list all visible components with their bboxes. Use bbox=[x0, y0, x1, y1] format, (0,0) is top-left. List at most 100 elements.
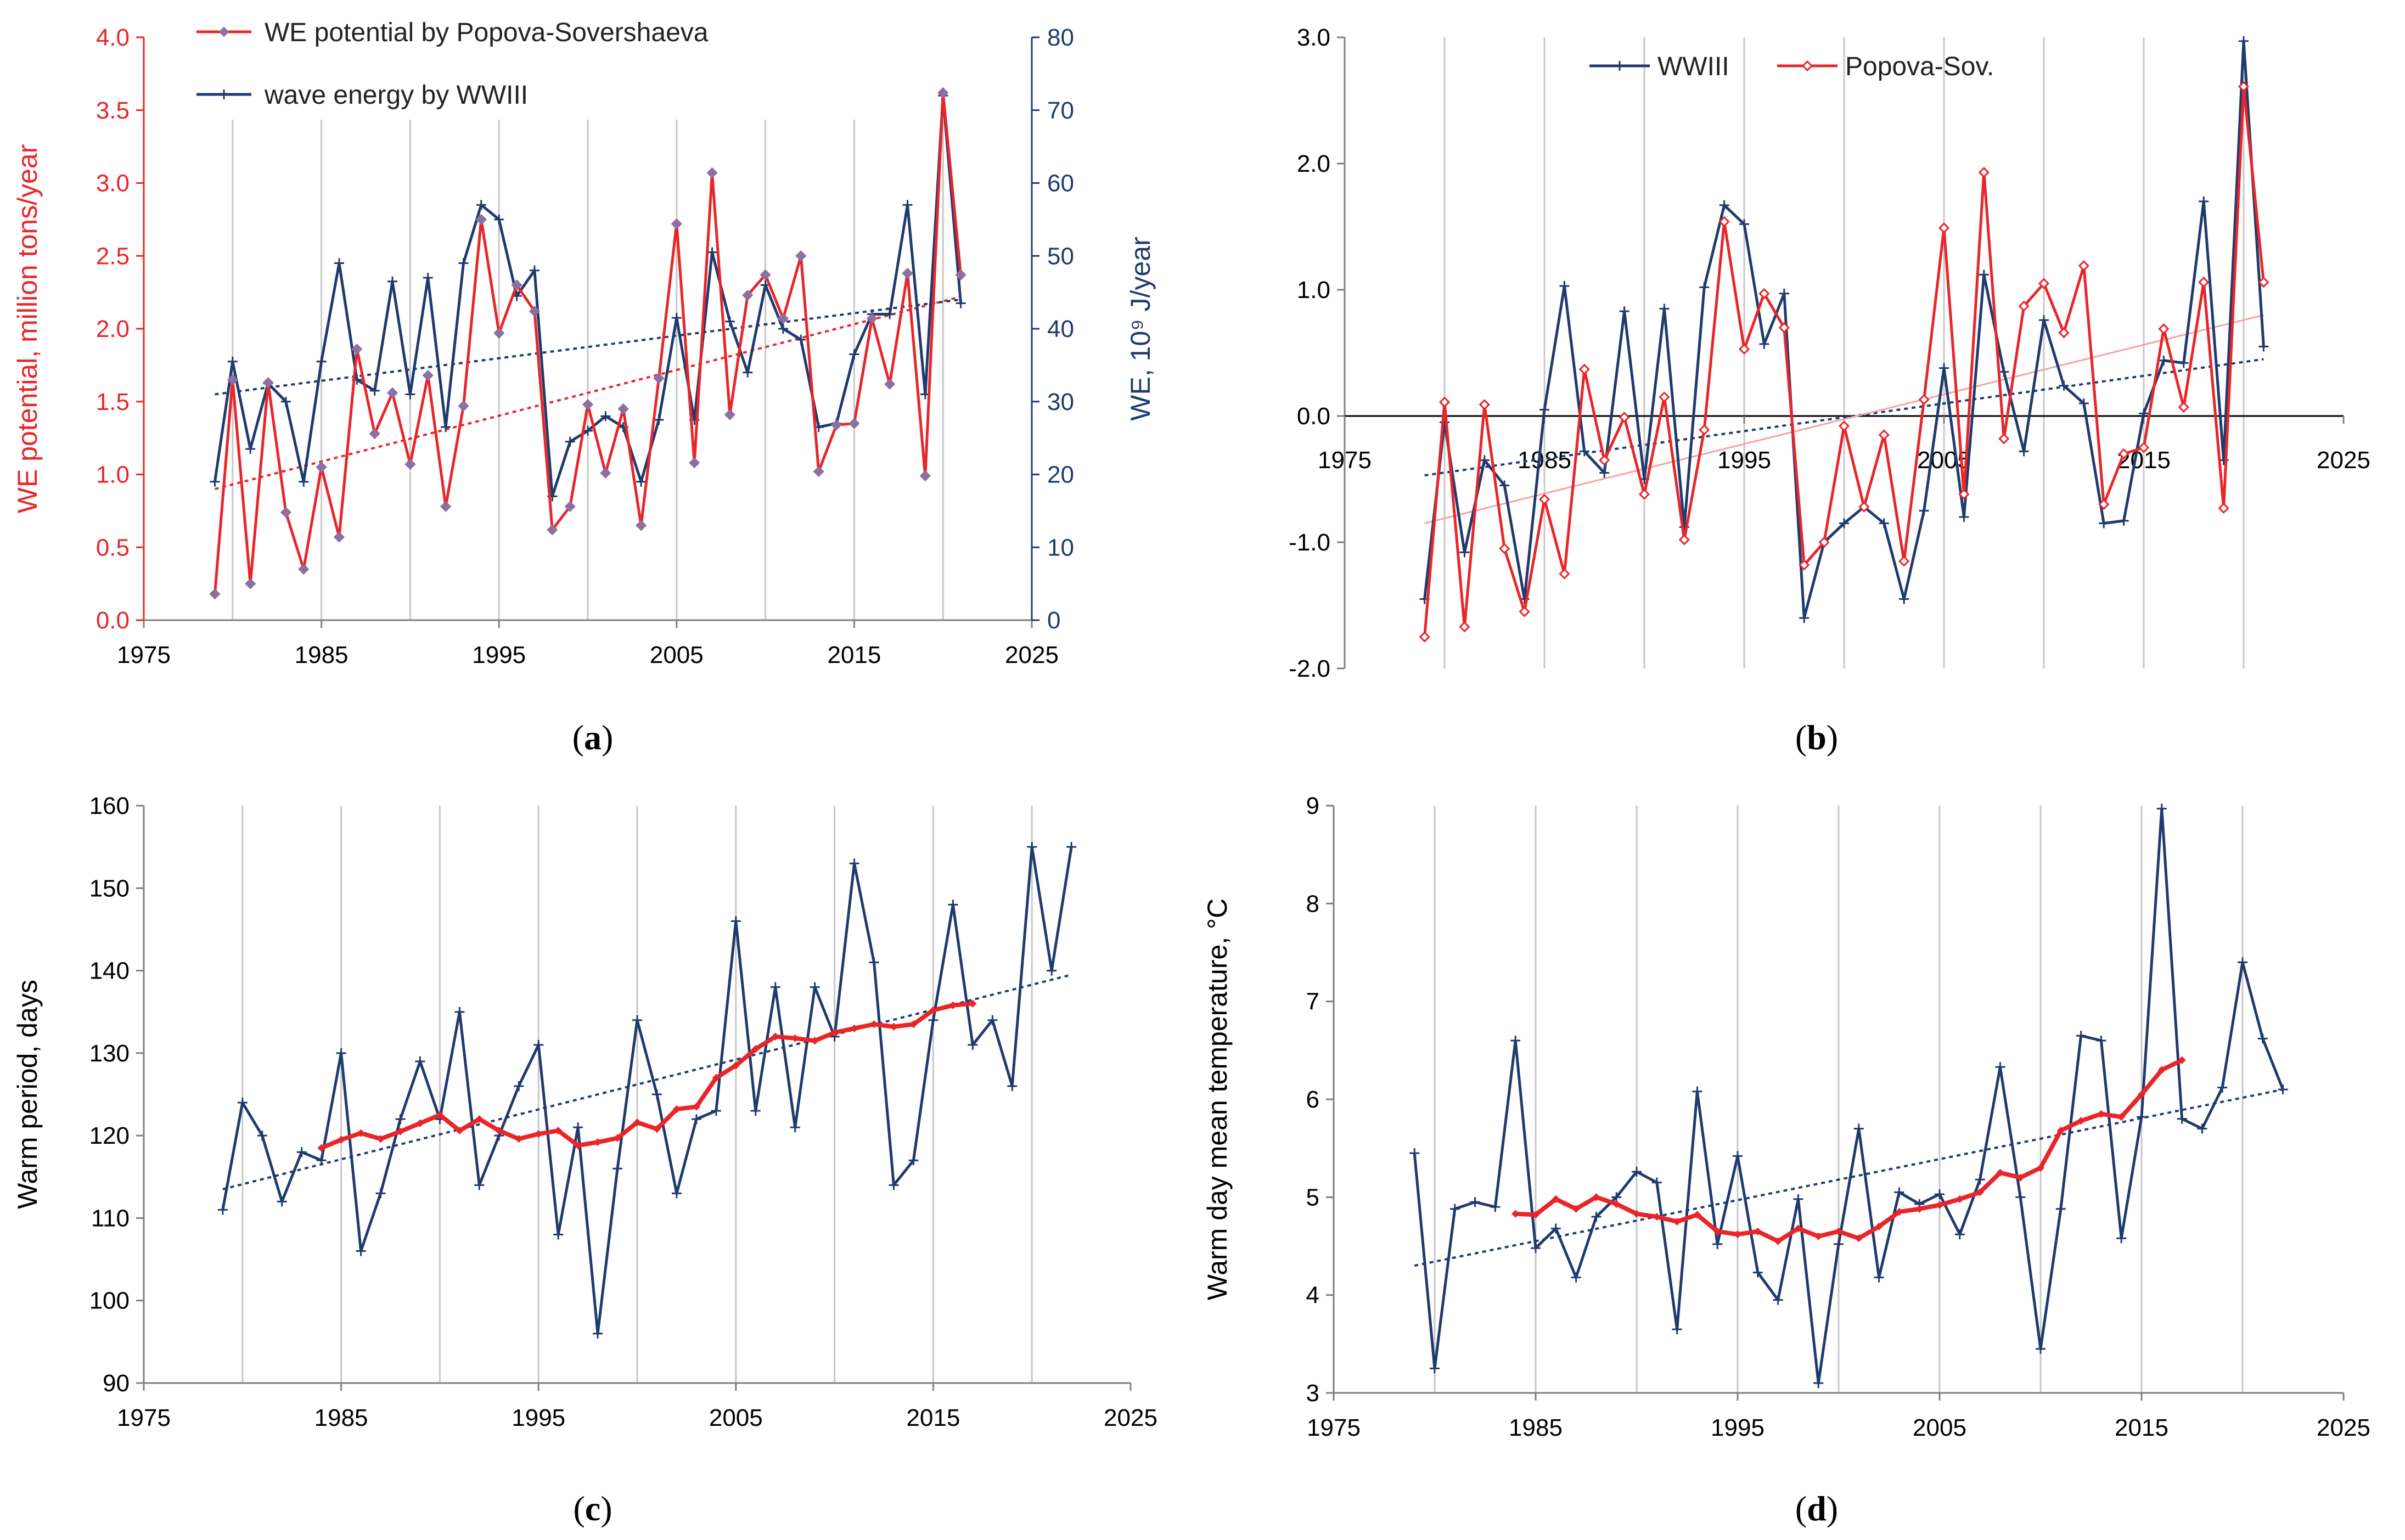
data-point bbox=[956, 298, 966, 308]
data-point bbox=[565, 436, 575, 447]
data-point bbox=[1552, 1195, 1560, 1204]
data-point bbox=[1793, 1194, 1803, 1204]
data-point bbox=[2218, 502, 2229, 514]
trendline bbox=[214, 295, 962, 490]
panel-label: (a) bbox=[572, 718, 614, 757]
y-tick-label: -1.0 bbox=[1289, 529, 1330, 556]
data-point bbox=[2158, 323, 2170, 335]
data-point bbox=[724, 316, 735, 327]
data-point bbox=[1758, 288, 1770, 300]
data-point bbox=[2056, 1126, 2065, 1135]
data-point bbox=[2018, 300, 2030, 312]
data-point bbox=[2138, 442, 2150, 453]
data-point bbox=[423, 273, 433, 283]
data-point bbox=[1653, 1212, 1661, 1221]
data-point bbox=[316, 462, 327, 473]
data-point bbox=[1510, 1036, 1521, 1046]
data-point bbox=[2019, 446, 2029, 457]
data-point bbox=[884, 378, 896, 390]
data-point bbox=[1799, 559, 1810, 571]
data-point bbox=[475, 1115, 484, 1123]
y-tick-label: 3.0 bbox=[96, 170, 130, 197]
data-point bbox=[1066, 842, 1077, 852]
x-tick-label: 2025 bbox=[2317, 447, 2370, 474]
data-point bbox=[850, 1024, 858, 1032]
data-point bbox=[298, 563, 310, 575]
data-point bbox=[333, 531, 345, 543]
data-point bbox=[1678, 534, 1690, 546]
y-axis-title: Warm period, days bbox=[12, 980, 43, 1209]
data-point bbox=[377, 1135, 385, 1143]
y-tick-label: 5 bbox=[1306, 1184, 1319, 1211]
data-point bbox=[2076, 1031, 2086, 1041]
data-point bbox=[613, 1134, 622, 1142]
data-point bbox=[1754, 1227, 1762, 1235]
data-point bbox=[1499, 480, 1510, 491]
data-point bbox=[535, 1130, 543, 1138]
data-point bbox=[866, 313, 878, 324]
y-tick-label: 110 bbox=[91, 1205, 130, 1232]
chart-panel-c: 1975 1985 1995 2005 2015 2025 90 100 110 120 130 14… bbox=[12, 793, 1157, 1528]
data-point bbox=[811, 1037, 819, 1045]
data-point bbox=[1999, 367, 2009, 377]
data-point bbox=[2058, 327, 2070, 339]
data-point bbox=[1954, 1229, 1965, 1240]
data-point bbox=[743, 367, 753, 378]
data-point bbox=[890, 1022, 898, 1031]
data-point bbox=[1719, 200, 1729, 210]
data-point bbox=[1713, 1227, 1722, 1235]
data-point bbox=[245, 444, 256, 454]
data-point bbox=[777, 313, 789, 324]
data-point bbox=[2077, 1117, 2085, 1125]
y-tick-label: 100 bbox=[89, 1288, 130, 1314]
data-point bbox=[1875, 1222, 1883, 1230]
data-point bbox=[1430, 1363, 1440, 1374]
y-tick-label: 7 bbox=[1306, 988, 1319, 1015]
data-point bbox=[1591, 1212, 1602, 1222]
data-point bbox=[1918, 394, 1930, 406]
data-point bbox=[1739, 219, 1749, 229]
data-point bbox=[337, 1136, 345, 1144]
x-tick-label: 1985 bbox=[1509, 1414, 1563, 1441]
x-tick-label: 2005 bbox=[709, 1404, 763, 1431]
data-point bbox=[929, 1006, 937, 1014]
data-point bbox=[1531, 1211, 1540, 1219]
data-point bbox=[849, 418, 860, 429]
data-point bbox=[564, 501, 576, 513]
y-tick-label: 8 bbox=[1306, 890, 1319, 917]
data-point bbox=[2159, 355, 2169, 366]
data-point bbox=[795, 250, 807, 262]
x-tick-label: 2025 bbox=[1005, 642, 1059, 668]
data-point bbox=[1578, 363, 1590, 375]
data-point bbox=[732, 1061, 740, 1070]
y2-tick-label: 50 bbox=[1047, 243, 1074, 269]
data-point bbox=[1692, 1086, 1702, 1097]
data-point bbox=[689, 457, 700, 469]
data-point bbox=[671, 313, 682, 323]
data-point bbox=[456, 1127, 464, 1135]
data-point bbox=[593, 1138, 602, 1146]
data-point bbox=[257, 1131, 267, 1141]
data-point bbox=[2257, 1033, 2268, 1044]
data-point bbox=[553, 1229, 564, 1240]
data-point bbox=[515, 1135, 523, 1143]
data-point bbox=[1779, 288, 1789, 299]
data-point bbox=[1935, 1201, 1944, 1209]
data-point bbox=[1693, 1211, 1701, 1219]
x-tick-label: 1975 bbox=[1307, 1414, 1361, 1441]
data-point bbox=[1839, 518, 1849, 529]
data-point bbox=[1672, 1324, 1682, 1335]
data-point bbox=[654, 414, 664, 425]
data-point bbox=[458, 400, 469, 412]
data-point bbox=[1995, 1062, 2005, 1072]
data-point bbox=[711, 1106, 721, 1116]
data-point bbox=[2096, 1036, 2106, 1046]
data-point bbox=[316, 356, 327, 367]
data-point bbox=[1619, 412, 1630, 423]
data-point bbox=[908, 1155, 919, 1166]
data-point bbox=[869, 957, 879, 968]
data-point bbox=[2038, 278, 2050, 289]
data-point bbox=[919, 470, 931, 482]
data-point bbox=[210, 476, 220, 487]
data-point bbox=[928, 1015, 939, 1025]
